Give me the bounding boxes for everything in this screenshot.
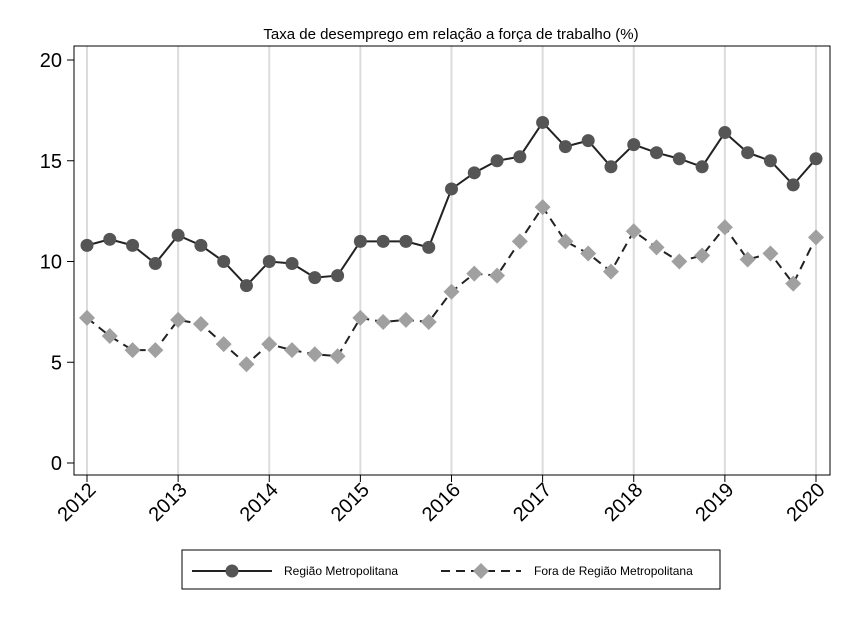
series-layer (79, 115, 824, 373)
data-point (284, 342, 301, 359)
data-point (650, 146, 664, 160)
data-point (741, 146, 755, 160)
data-point (262, 255, 276, 268)
legend: Região Metropolitana Fora de Região Metr… (181, 549, 721, 590)
data-point (627, 138, 641, 152)
y-tick-label: 5 (51, 352, 62, 374)
data-point (331, 269, 345, 283)
data-point (397, 311, 414, 328)
data-point (557, 233, 574, 250)
y-tick-label: 20 (40, 50, 62, 72)
legend-label-regiao-metropolitana: Região Metropolitana (284, 564, 398, 578)
data-point (126, 238, 140, 252)
data-point (511, 233, 528, 250)
data-point (306, 346, 323, 363)
x-tick-label: 2014 (236, 479, 283, 526)
x-tick-label: 2012 (54, 479, 101, 526)
data-point (308, 271, 322, 285)
data-point (580, 245, 597, 262)
data-point (194, 238, 208, 252)
legend-label-fora-regiao: Fora de Região Metropolitana (534, 564, 693, 578)
data-point (192, 315, 209, 332)
data-point (170, 311, 187, 328)
data-point (808, 229, 824, 246)
x-tick-label: 2015 (327, 479, 374, 526)
data-point (763, 154, 777, 168)
data-point (376, 234, 390, 248)
data-point (215, 336, 232, 353)
data-point (786, 178, 800, 192)
data-point (672, 152, 686, 166)
data-point (422, 240, 436, 254)
data-point (147, 342, 164, 359)
y-tick-label: 15 (40, 151, 62, 173)
data-point (352, 309, 369, 326)
data-point (490, 154, 504, 168)
data-point (124, 342, 141, 359)
series-0 (80, 115, 823, 293)
data-point (79, 309, 95, 326)
data-point (809, 152, 823, 166)
data-point (695, 160, 709, 174)
series-1 (79, 199, 824, 373)
data-point (80, 238, 94, 252)
grid-lines (86, 46, 817, 475)
y-tick-label: 0 (51, 453, 62, 475)
data-point (171, 228, 185, 242)
data-point (739, 251, 756, 268)
data-point (466, 265, 483, 282)
data-point (353, 234, 367, 248)
x-tick-label: 2018 (600, 479, 647, 526)
data-point (217, 255, 231, 268)
chart-title: Taxa de desemprego em relação a força de… (263, 26, 638, 43)
data-point (558, 140, 572, 154)
data-point (285, 257, 299, 271)
data-point (238, 356, 255, 373)
x-tick-label: 2019 (691, 479, 738, 526)
x-tick-label: 2020 (783, 479, 830, 526)
x-tick-label: 2013 (145, 479, 192, 526)
legend-frame (181, 549, 721, 590)
data-point (445, 182, 458, 196)
data-point (103, 232, 117, 246)
data-point (604, 160, 618, 174)
data-point (718, 126, 732, 140)
data-point (581, 134, 595, 148)
data-point (671, 253, 688, 270)
data-point (239, 279, 253, 293)
data-point (375, 313, 392, 330)
data-point (467, 166, 481, 180)
legend-marker-regiao-metropolitana (225, 564, 239, 578)
data-point (148, 257, 162, 271)
legend-marker-fora-regiao (473, 563, 489, 579)
data-point (513, 150, 527, 164)
data-point (694, 247, 711, 264)
data-point (648, 239, 665, 256)
y-tick-label: 10 (40, 252, 62, 274)
data-point (716, 219, 733, 236)
axes: 2012 2013 2014 2015 2016 2017 2018 2019 20200510… (40, 50, 830, 526)
data-point (625, 223, 642, 240)
data-point (534, 199, 551, 216)
data-point (785, 275, 802, 292)
data-point (420, 313, 437, 330)
data-point (602, 263, 619, 280)
data-point (261, 336, 278, 353)
x-tick-label: 2017 (509, 479, 556, 526)
data-point (762, 245, 779, 262)
data-point (399, 234, 413, 248)
data-point (489, 267, 506, 284)
x-tick-label: 2016 (418, 479, 465, 526)
data-point (101, 328, 118, 345)
data-point (443, 283, 460, 300)
data-point (329, 348, 346, 365)
data-point (536, 115, 550, 129)
